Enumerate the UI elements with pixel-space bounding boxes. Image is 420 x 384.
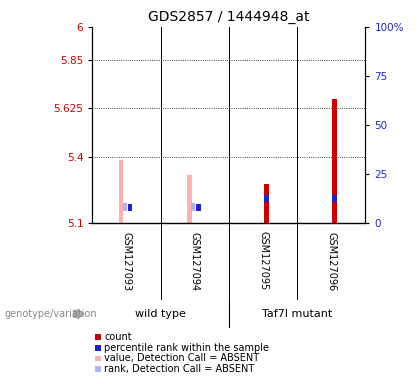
Title: GDS2857 / 1444948_at: GDS2857 / 1444948_at	[148, 10, 310, 25]
Bar	[123, 203, 127, 211]
Bar	[264, 195, 269, 202]
Text: wild type: wild type	[135, 309, 186, 319]
Bar	[187, 175, 192, 223]
Text: GSM127095: GSM127095	[258, 232, 268, 291]
Bar	[332, 99, 337, 223]
Bar	[332, 195, 337, 202]
Text: GSM127094: GSM127094	[190, 232, 200, 291]
Bar	[128, 204, 132, 211]
Text: percentile rank within the sample: percentile rank within the sample	[104, 343, 269, 353]
Text: value, Detection Call = ABSENT: value, Detection Call = ABSENT	[104, 353, 259, 364]
Text: count: count	[104, 332, 132, 342]
Text: rank, Detection Call = ABSENT: rank, Detection Call = ABSENT	[104, 364, 255, 374]
Bar	[119, 160, 123, 223]
Bar	[196, 204, 201, 211]
Text: genotype/variation: genotype/variation	[4, 309, 97, 319]
Text: Taf7l mutant: Taf7l mutant	[262, 309, 332, 319]
Text: GSM127093: GSM127093	[121, 232, 131, 291]
Bar	[192, 203, 195, 211]
Text: GSM127096: GSM127096	[326, 232, 336, 291]
Bar	[264, 184, 269, 223]
